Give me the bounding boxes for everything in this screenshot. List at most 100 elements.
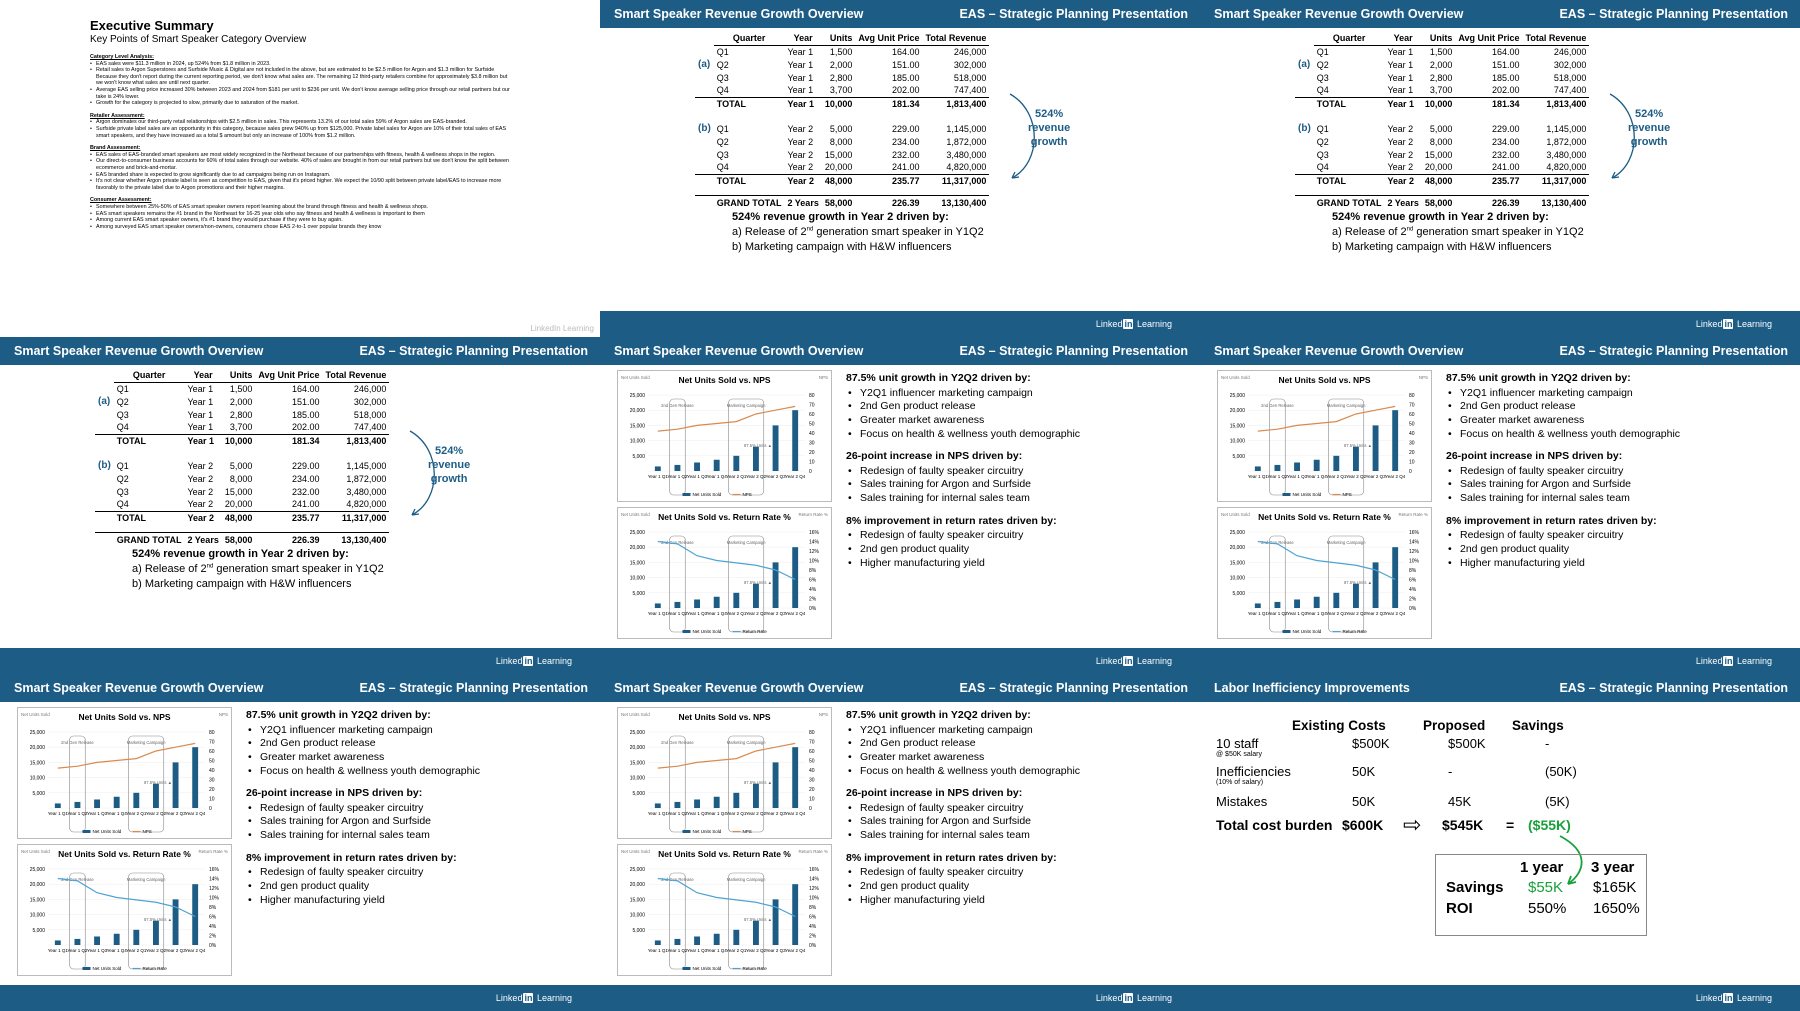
unit-growth-item: Greater market awareness	[1446, 414, 1680, 428]
growth-arrow-icon	[1009, 93, 1035, 179]
return-improvement-item: Redesign of faulty speaker circuitry	[846, 529, 1080, 543]
x-tick-label: Year 2 Q4	[785, 948, 806, 953]
table-row: Q1 Year 1 1,500 164.00 246,000	[1295, 45, 1589, 58]
y2-tick-label: 2%	[809, 934, 817, 940]
slide-thumbnail-executive-summary[interactable]: Executive Summary Key Points of Smart Sp…	[0, 0, 600, 337]
presentation-title: EAS – Strategic Planning Presentation	[359, 344, 588, 358]
annotation-growth: 87.5% Units ▲	[744, 580, 772, 585]
y2-tick-label: 0%	[1409, 606, 1417, 612]
table-cell: 2,000	[229, 396, 253, 407]
y-tick-label: 5,000	[632, 591, 645, 597]
table-cell: TOTAL	[113, 433, 185, 447]
release-highlight-box	[669, 872, 686, 970]
slide-thumbnail-revenue-3[interactable]: Smart Speaker Revenue Growth Overview EAS…	[0, 337, 600, 674]
y2-tick-label: 70	[209, 740, 215, 746]
table-cell: 2,800	[1429, 72, 1453, 83]
x-tick-label: Year 1 Q4	[707, 811, 728, 816]
exec-sections: Category Level Analysis:EAS sales were $…	[90, 54, 600, 230]
slide-thumbnail-revenue-1[interactable]: Smart Speaker Revenue Growth Overview EAS…	[600, 0, 1200, 337]
exec-bullet: EAS sales of EAS-branded smart speakers …	[90, 152, 510, 159]
campaign-highlight-box	[728, 872, 765, 970]
x-tick-label: Year 1 Q4	[1307, 474, 1328, 479]
x-tick-label: Year 1 Q2	[667, 948, 688, 953]
table-cell: 302,000	[353, 396, 387, 407]
table-cell: 1,813,400	[922, 96, 990, 110]
slide-footer: Linked in Learning	[1200, 985, 1800, 1011]
table-cell: 2,800	[229, 409, 253, 420]
y2-tick-label: 0	[809, 469, 812, 475]
legend-label-line: NPS	[743, 492, 752, 497]
table-cell: Q3	[1316, 149, 1329, 160]
unit-growth-item: 2nd Gen product release	[1446, 400, 1680, 414]
exec-bullet: Surfside private label sales are an oppo…	[90, 126, 510, 139]
bar-net-units	[713, 459, 720, 471]
table-cell: Q3	[116, 486, 129, 497]
bar-net-units	[733, 592, 740, 608]
x-tick-label: Year 2 Q2	[1346, 611, 1367, 616]
y-tick-label: 5,000	[1232, 591, 1245, 597]
table-cell: Year 2	[184, 510, 222, 524]
y-axis-label: Net Units Sold	[21, 712, 50, 717]
group-label	[695, 148, 714, 161]
y2-tick-label: 6%	[809, 578, 817, 584]
table-cell: 2 Years	[784, 194, 822, 211]
table-cell: 181.34	[1455, 96, 1523, 110]
bar-net-units	[172, 762, 179, 808]
x-tick-label: Year 1 Q2	[1267, 474, 1288, 479]
x-tick-label: Year 2 Q2	[146, 811, 167, 816]
unit-growth-item: Focus on health & wellness youth demogra…	[1446, 428, 1680, 442]
slide-header: Smart Speaker Revenue Growth Overview EAS…	[1200, 337, 1800, 365]
slide-thumbnail-revenue-2[interactable]: Smart Speaker Revenue Growth Overview EAS…	[1200, 0, 1800, 337]
unit-growth-item: Y2Q1 influencer marketing campaign	[846, 724, 1080, 738]
slide-thumbnail-labor[interactable]: Labor Inefficiency Improvements EAS – St…	[1200, 674, 1800, 1011]
table-cell: Year 2	[1387, 123, 1414, 134]
slide-title: Smart Speaker Revenue Growth Overview	[14, 344, 264, 358]
exec-subtitle: Key Points of Smart Speaker Category Ove…	[90, 33, 307, 45]
y-axis-label: Net Units Sold	[1221, 375, 1250, 380]
slide-header: Smart Speaker Revenue Growth Overview EAS…	[1200, 0, 1800, 28]
slide-header: Smart Speaker Revenue Growth Overview EAS…	[600, 0, 1200, 28]
x-tick-label: Year 1 Q4	[107, 948, 128, 953]
return-improvement-item: Higher manufacturing yield	[846, 557, 1080, 571]
roi-label: ROI	[1446, 900, 1473, 917]
slide-title: Smart Speaker Revenue Growth Overview	[14, 681, 264, 695]
bar-net-units	[152, 783, 159, 808]
nps-increase-item: Sales training for Argon and Surfside	[1446, 478, 1680, 492]
slide-thumbnail-charts-3[interactable]: Smart Speaker Revenue Growth Overview EAS…	[0, 674, 600, 1011]
group-label: (b)	[98, 460, 111, 471]
slide-thumbnail-charts-1[interactable]: Smart Speaker Revenue Growth Overview EAS…	[600, 337, 1200, 674]
total-label: Total cost burden	[1216, 817, 1333, 833]
y2-tick-label: 14%	[809, 540, 820, 546]
table-cell: Year 1	[1387, 85, 1414, 96]
x-tick-label: Year 1 Q2	[667, 611, 688, 616]
table-cell: Year 1	[187, 409, 214, 420]
slide-thumbnail-charts-4[interactable]: Smart Speaker Revenue Growth Overview EAS…	[600, 674, 1200, 1011]
x-tick-label: Year 1 Q1	[48, 948, 69, 953]
y2-tick-label: 70	[809, 740, 815, 746]
series-line-return-rate	[57, 877, 196, 918]
table-cell: Year 1	[784, 96, 822, 110]
y2-tick-label: 4%	[1409, 587, 1417, 593]
table-cell: 13,130,400	[1522, 194, 1590, 211]
table-cell: 1,145,000	[346, 460, 387, 471]
table-cell: 3,700	[229, 422, 253, 433]
return-improvement-item: 2nd gen product quality	[846, 543, 1080, 557]
return-improvement-title: 8% improvement in return rates driven by…	[246, 851, 457, 864]
y-tick-label: 20,000	[30, 745, 46, 751]
exec-section-list: Argon dominates our third-party retail r…	[90, 119, 600, 139]
table-cell: Year 2	[187, 460, 214, 471]
exec-bullet: Average EAS selling price increased 30% …	[90, 87, 510, 100]
x-tick-label: Year 2 Q4	[785, 474, 806, 479]
column-header: Total Revenue	[322, 369, 390, 383]
slide-thumbnail-charts-2[interactable]: Smart Speaker Revenue Growth Overview EAS…	[1200, 337, 1800, 674]
table-row: Q4 Year 1 3,700 202.00 747,400	[695, 84, 989, 97]
y-tick-label: 5,000	[32, 928, 45, 934]
chart-units-vs-nps: Net Units Sold vs. NPS Net Units Sold NPS 2…	[617, 370, 832, 502]
summary-title: 524% revenue growth in Year 2 driven by:	[1332, 211, 1549, 223]
nps-increase-title: 26-point increase in NPS driven by:	[846, 450, 1023, 463]
bar-net-units	[694, 462, 701, 471]
return-improvement-list: Redesign of faulty speaker circuitry2nd …	[846, 529, 1080, 570]
group-label	[695, 173, 714, 187]
y2-tick-label: 10%	[1409, 559, 1420, 565]
chart-title: Net Units Sold vs. NPS	[78, 712, 170, 722]
